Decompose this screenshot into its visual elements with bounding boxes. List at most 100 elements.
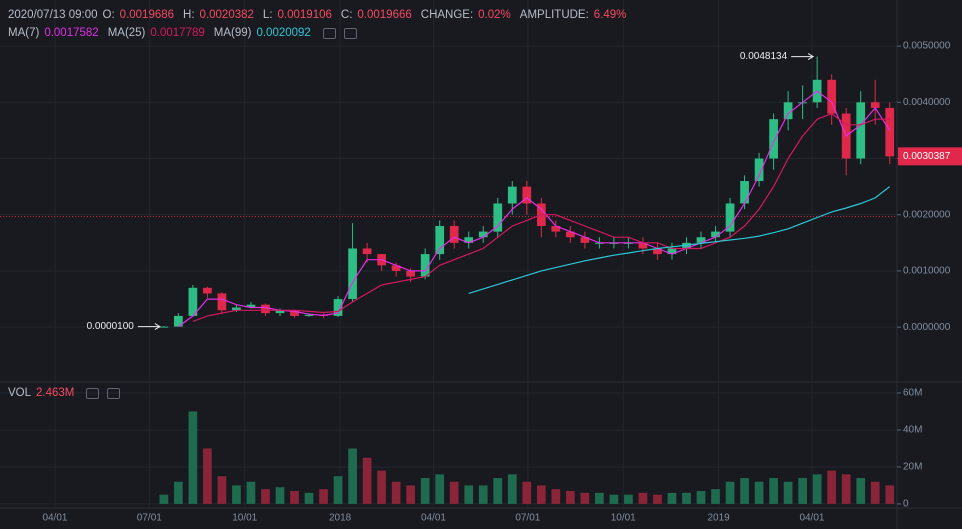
settings-icon[interactable] xyxy=(343,27,357,39)
volume-bar xyxy=(565,490,575,504)
field-label: CHANGE: xyxy=(420,9,474,21)
volume-bar xyxy=(580,492,590,504)
volume-bar xyxy=(159,494,169,504)
volume-bar xyxy=(174,481,183,504)
annotation-arrow xyxy=(137,323,161,331)
volume-bar xyxy=(478,485,488,504)
candle-body xyxy=(406,270,416,277)
volume-bar xyxy=(711,489,720,504)
candle-body xyxy=(478,231,488,238)
candle-body xyxy=(754,158,764,182)
candle-body xyxy=(348,248,357,300)
ohlc-row: 2020/07/13 09:00 O: 0.0019686 H: 0.0020382 L… xyxy=(8,9,630,21)
volume-bar xyxy=(420,478,430,504)
ma-label: MA(7) xyxy=(8,27,40,39)
candle-body xyxy=(203,287,212,294)
candle-body xyxy=(653,248,662,255)
field-value: 0.0020382 xyxy=(199,9,254,21)
candle-body xyxy=(696,237,706,243)
candle-body xyxy=(304,314,314,316)
volume-bar xyxy=(841,474,851,504)
volume-bar xyxy=(536,485,546,504)
volume-bar xyxy=(653,494,662,504)
volume-bar xyxy=(464,485,474,504)
volume-bar xyxy=(217,476,227,504)
candle-body xyxy=(362,248,372,255)
eye-icon[interactable] xyxy=(86,387,100,399)
candle-body xyxy=(232,307,241,311)
vol-value: 2.463M xyxy=(36,387,75,399)
candle-body xyxy=(261,304,270,314)
candle-body xyxy=(435,225,445,255)
candle-body xyxy=(246,304,256,308)
volume-bar xyxy=(827,470,837,504)
annotation-label: 0.0000100 xyxy=(87,321,135,332)
candle-body xyxy=(507,186,517,204)
candle-body xyxy=(827,79,837,114)
volume-bar xyxy=(885,485,895,504)
volume-bar xyxy=(246,481,256,504)
candle-body xyxy=(420,254,430,277)
candle-body xyxy=(580,237,590,243)
field-value: 6.49% xyxy=(593,9,627,21)
x-tick-label: 04/01 xyxy=(799,513,824,524)
volume-bar xyxy=(261,489,270,504)
candle-body xyxy=(856,102,866,159)
candle-body xyxy=(275,310,285,314)
candle-body xyxy=(565,231,575,238)
y-tick-label: 0.0000000 xyxy=(903,322,951,333)
volume-bar xyxy=(290,490,299,504)
volume-bar xyxy=(493,478,503,504)
field-value: 0.0019106 xyxy=(277,9,332,21)
ma-label: MA(25) xyxy=(107,27,146,39)
field-value: 0.0019686 xyxy=(119,9,175,21)
volume-bar xyxy=(667,492,677,504)
volume-bar xyxy=(725,481,735,504)
y-tick-label: 40M xyxy=(903,425,922,436)
volume-bar xyxy=(449,481,459,504)
volume-bar xyxy=(624,494,633,504)
field-label: AMPLITUDE: xyxy=(519,9,589,21)
volume-bar xyxy=(304,492,314,504)
candle-body xyxy=(449,225,459,243)
eye-icon[interactable] xyxy=(322,27,336,39)
candle-body xyxy=(188,287,198,316)
candle-body xyxy=(464,237,474,243)
volume-bar xyxy=(406,485,416,504)
candle-body xyxy=(667,248,677,255)
volume-bar xyxy=(856,478,866,504)
settings-icon[interactable] xyxy=(107,387,121,399)
volume-bar xyxy=(798,478,807,504)
candle-body xyxy=(885,107,895,157)
x-tick-label: 10/01 xyxy=(232,513,257,524)
y-tick-label: 0.0010000 xyxy=(903,266,951,277)
volume-bar xyxy=(391,481,401,504)
volume-bar xyxy=(348,448,357,504)
vol-row: VOL 2.463M xyxy=(8,387,121,399)
field-value: 0.0019666 xyxy=(357,9,412,21)
ma-line xyxy=(468,186,891,294)
candle-body xyxy=(217,293,227,311)
volume-bar xyxy=(769,478,778,504)
field-label: H: xyxy=(183,9,195,21)
y-tick-label: 0 xyxy=(903,499,909,510)
ma-line xyxy=(192,112,890,323)
candle-body xyxy=(159,326,169,328)
volume-bar xyxy=(638,492,648,504)
candle-body xyxy=(551,225,561,232)
volume-bar xyxy=(812,474,822,504)
x-tick-label: 04/01 xyxy=(421,513,446,524)
candle-body xyxy=(783,102,793,120)
volume-bar xyxy=(275,487,285,504)
field-label: L: xyxy=(262,9,273,21)
candle-body xyxy=(391,265,401,271)
volume-bar xyxy=(203,448,212,504)
candle-body xyxy=(290,310,299,316)
volume-bar xyxy=(551,489,561,504)
annotation-arrow xyxy=(791,53,815,61)
last-price-label: 0.0030387 xyxy=(903,151,951,162)
volume-bar xyxy=(682,492,691,504)
candle-body xyxy=(638,242,648,249)
volume-bar xyxy=(435,474,445,504)
